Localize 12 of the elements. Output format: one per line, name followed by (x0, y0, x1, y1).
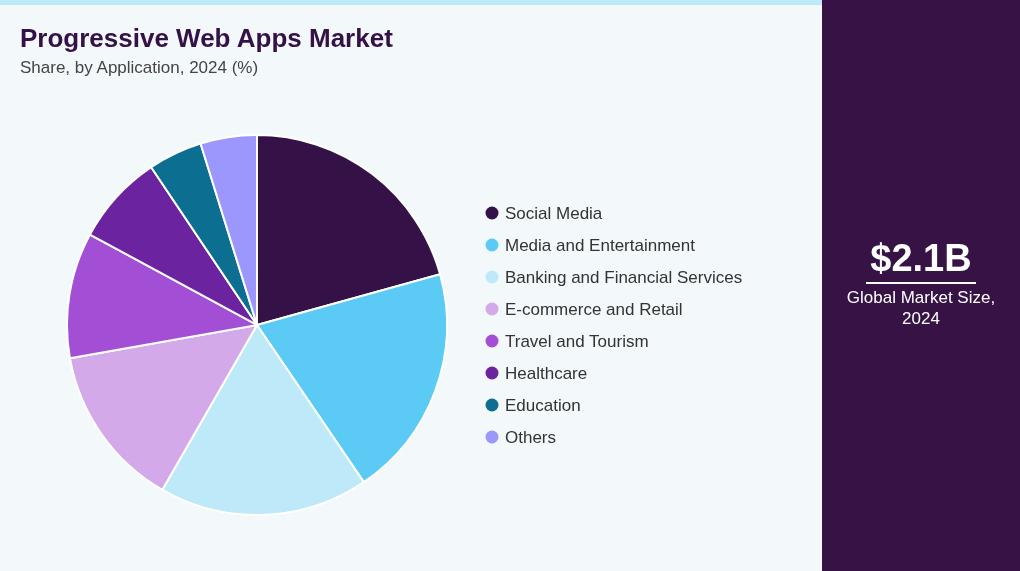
legend-label: Others (505, 428, 557, 447)
legend-label: Education (505, 396, 581, 415)
legend-label: Banking and Financial Services (505, 268, 743, 287)
chart-title: Progressive Web Apps Market (20, 23, 394, 53)
chart-subtitle: Share, by Application, 2024 (%) (20, 58, 259, 77)
text: $2.1B (870, 237, 972, 279)
legend-label: Travel and Tourism (505, 332, 649, 351)
text: Global Market Size, 2024 (845, 287, 997, 329)
legend-label: Social Media (505, 204, 603, 223)
legend-label: Healthcare (505, 364, 588, 383)
legend-label: Media and Entertainment (505, 236, 696, 255)
legend-label: E-commerce and Retail (505, 300, 683, 319)
